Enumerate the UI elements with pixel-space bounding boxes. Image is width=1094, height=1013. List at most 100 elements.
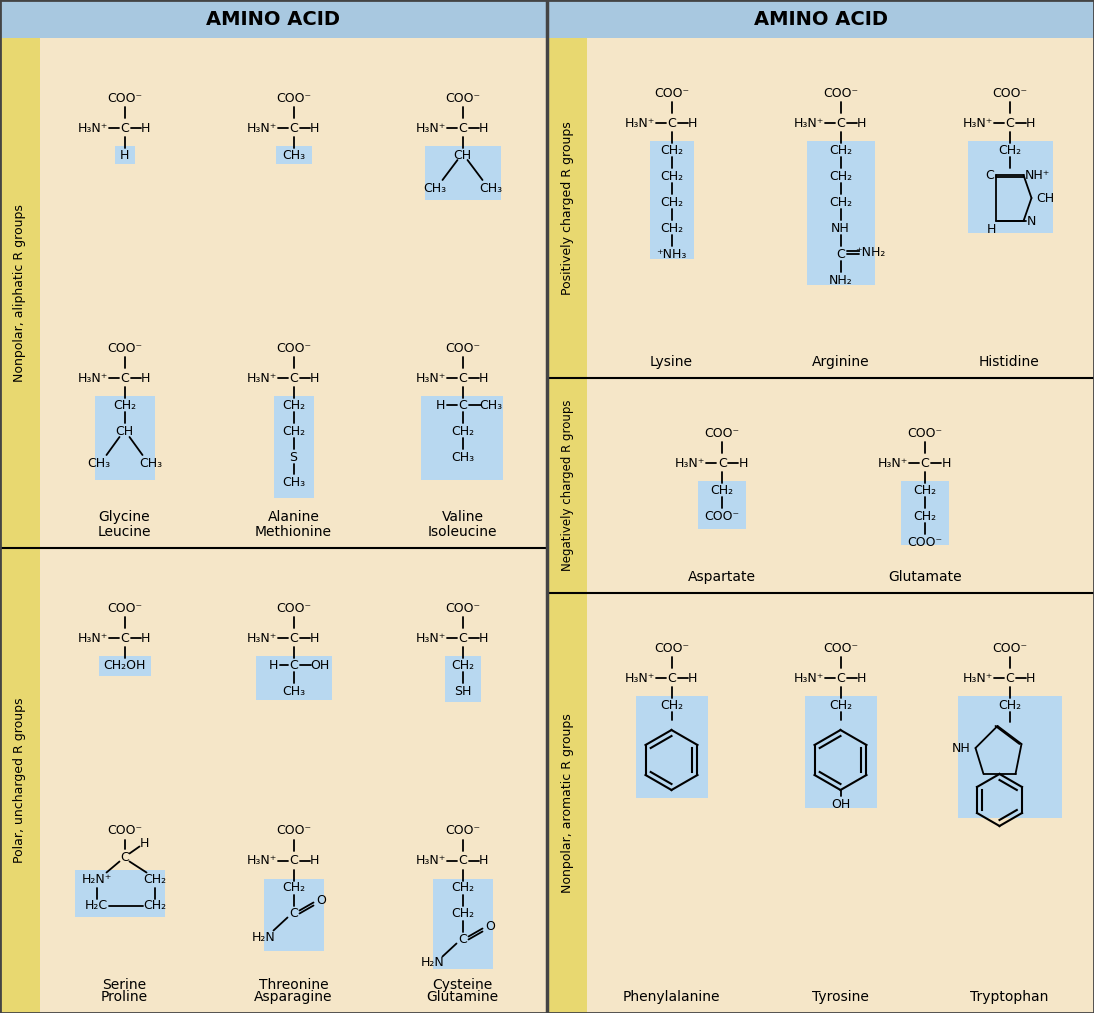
Text: CH₂: CH₂ [829, 699, 852, 711]
Bar [967, 141, 1052, 233]
Text: H₃N⁺: H₃N⁺ [416, 372, 445, 385]
Text: C: C [120, 122, 129, 135]
Text: CH₂: CH₂ [451, 658, 474, 672]
Text: Positively charged R groups: Positively charged R groups [560, 122, 573, 295]
Text: C: C [458, 854, 467, 867]
Text: H₂C: H₂C [85, 899, 108, 912]
Text: CH₃: CH₃ [86, 457, 110, 469]
Text: C: C [458, 372, 467, 385]
Text: H₃N⁺: H₃N⁺ [625, 116, 654, 130]
Text: COO⁻: COO⁻ [107, 602, 142, 615]
Bar [264, 878, 324, 950]
Text: Proline: Proline [101, 990, 148, 1004]
Text: CH₂: CH₂ [660, 169, 683, 182]
Text: CH: CH [1036, 191, 1055, 205]
Text: CH₂: CH₂ [451, 424, 474, 438]
Text: NH: NH [831, 222, 850, 234]
Text: COO⁻: COO⁻ [907, 536, 943, 548]
Text: NH: NH [952, 742, 970, 755]
Text: COO⁻: COO⁻ [445, 341, 480, 355]
Text: H: H [1026, 116, 1035, 130]
Text: ⁺NH₃: ⁺NH₃ [656, 247, 687, 260]
Text: S: S [290, 451, 298, 464]
Text: H: H [141, 122, 150, 135]
Text: H: H [310, 122, 319, 135]
Text: Glutamate: Glutamate [888, 570, 962, 585]
Text: H: H [688, 672, 697, 685]
Text: Alanine: Alanine [268, 511, 319, 525]
Text: H₃N⁺: H₃N⁺ [246, 372, 277, 385]
Text: CH₂: CH₂ [829, 144, 852, 156]
Text: O: O [316, 894, 326, 907]
Text: Threonine: Threonine [258, 979, 328, 992]
Text: H: H [688, 116, 697, 130]
Text: CH₃: CH₃ [423, 181, 446, 194]
Bar [98, 656, 151, 676]
Bar [547, 38, 587, 1013]
Text: Cysteine: Cysteine [432, 979, 492, 992]
Text: C: C [458, 398, 467, 411]
Text: C: C [836, 247, 845, 260]
Text: CH₂: CH₂ [913, 483, 936, 496]
Text: CH₂OH: CH₂OH [103, 658, 146, 672]
Text: Valine: Valine [442, 511, 484, 525]
Text: Lysine: Lysine [650, 355, 693, 369]
Text: CH₃: CH₃ [479, 398, 502, 411]
Text: H: H [435, 398, 445, 411]
Text: H: H [310, 854, 319, 867]
Text: C: C [458, 122, 467, 135]
Text: C: C [289, 631, 298, 644]
Text: COO⁻: COO⁻ [445, 602, 480, 615]
Text: COO⁻: COO⁻ [823, 86, 858, 99]
Bar [901, 481, 948, 545]
Text: Aspartate: Aspartate [688, 570, 756, 585]
Text: Isoleucine: Isoleucine [428, 525, 498, 539]
Text: COO⁻: COO⁻ [445, 824, 480, 837]
Bar [0, 0, 547, 38]
Text: COO⁻: COO⁻ [654, 86, 689, 99]
Text: H: H [479, 854, 488, 867]
Text: COO⁻: COO⁻ [907, 426, 943, 440]
Text: CH₂: CH₂ [998, 144, 1021, 156]
Text: H₂N⁺: H₂N⁺ [81, 873, 112, 886]
Bar [806, 141, 874, 285]
Bar [420, 396, 502, 480]
Text: N: N [1027, 215, 1036, 228]
Text: H₃N⁺: H₃N⁺ [793, 672, 824, 685]
Bar [650, 141, 694, 259]
Text: CH₂: CH₂ [829, 196, 852, 209]
Text: H₃N⁺: H₃N⁺ [246, 122, 277, 135]
Text: H: H [310, 631, 319, 644]
Text: CH₂: CH₂ [711, 483, 734, 496]
Text: CH₂: CH₂ [282, 424, 305, 438]
Text: NH⁺: NH⁺ [1025, 168, 1050, 181]
Text: C: C [1005, 116, 1014, 130]
Text: H: H [987, 223, 997, 235]
Text: CH₂: CH₂ [282, 881, 305, 894]
Text: H₃N⁺: H₃N⁺ [793, 116, 824, 130]
Text: H₃N⁺: H₃N⁺ [246, 631, 277, 644]
Bar [444, 656, 480, 702]
Text: C: C [1005, 672, 1014, 685]
Text: Methionine: Methionine [255, 525, 331, 539]
Bar [432, 878, 492, 968]
Bar [957, 696, 1061, 819]
Text: AMINO ACID: AMINO ACID [207, 9, 340, 28]
Text: CH₂: CH₂ [829, 169, 852, 182]
Text: CH₂: CH₂ [451, 907, 474, 920]
Text: Tryptophan: Tryptophan [970, 990, 1049, 1004]
Bar [256, 656, 331, 700]
Text: C: C [120, 631, 129, 644]
Text: CH₂: CH₂ [282, 398, 305, 411]
Text: H: H [140, 837, 149, 850]
Text: H₃N⁺: H₃N⁺ [675, 457, 706, 469]
Text: O: O [486, 920, 496, 933]
Text: H₃N⁺: H₃N⁺ [78, 122, 107, 135]
Text: CH₃: CH₃ [282, 475, 305, 488]
Text: H₃N⁺: H₃N⁺ [963, 116, 992, 130]
Text: C: C [836, 672, 845, 685]
Text: CH₂: CH₂ [660, 144, 683, 156]
Text: H: H [479, 372, 488, 385]
Text: H: H [141, 372, 150, 385]
Text: H₃N⁺: H₃N⁺ [877, 457, 908, 469]
